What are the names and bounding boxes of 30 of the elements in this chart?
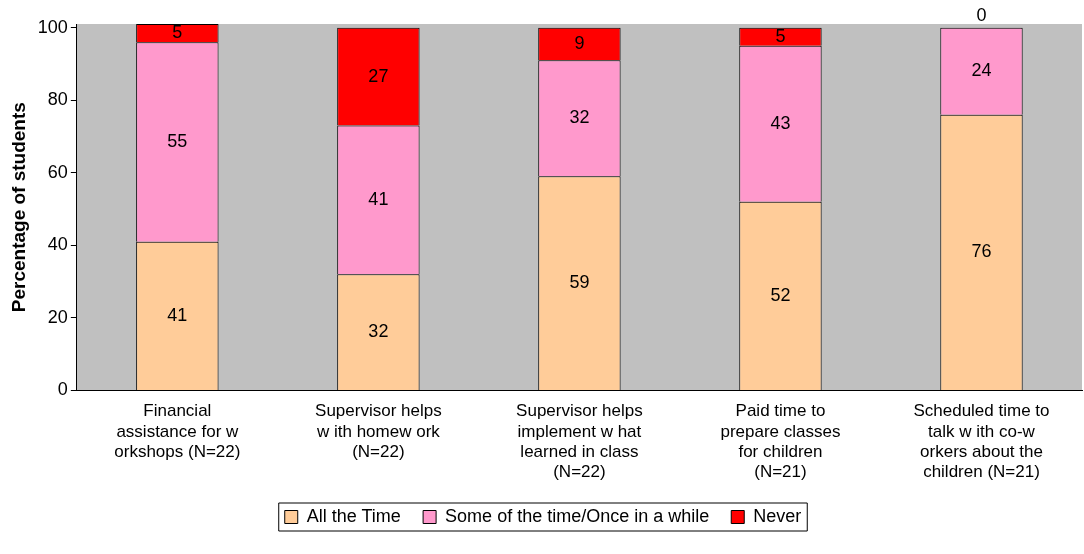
data-label: 32 [368, 321, 389, 342]
x-tick-label: Paid time to prepare classes for children (N=21) [720, 401, 841, 482]
data-label: 52 [770, 284, 791, 305]
x-tick-label: Financial assistance for w orkshops (N=22) [114, 401, 241, 462]
data-label: 9 [574, 32, 585, 53]
data-label: 32 [569, 107, 590, 128]
y-axis-title: Percentage of students [7, 102, 29, 313]
data-label: 27 [368, 65, 389, 86]
data-label: 59 [569, 272, 590, 293]
y-tick-label: 80 [47, 89, 68, 110]
data-label: 41 [167, 304, 188, 325]
data-label: 76 [971, 241, 992, 262]
y-tick-label: 0 [57, 379, 68, 400]
legend-label: All the Time [306, 505, 401, 526]
data-label: 5 [775, 25, 786, 46]
data-label: 0 [976, 4, 987, 25]
y-tick-label: 40 [47, 234, 68, 255]
legend-label: Never [753, 505, 802, 526]
x-tick-label: Supervisor helps w ith homew ork (N=22) [315, 401, 442, 462]
x-tick-label: Supervisor helps implement w hat learned in class (N=22) [516, 401, 643, 482]
data-label: 55 [167, 130, 188, 151]
y-tick-label: 20 [47, 306, 68, 327]
x-tick-label: Scheduled time to talk w ith co-w orkers about the children (N=21) [913, 401, 1050, 482]
legend-label: Some of the time/Once in a while [445, 505, 710, 526]
y-tick-label: 60 [47, 161, 68, 182]
data-label: 24 [971, 60, 992, 81]
data-label: 43 [770, 112, 791, 133]
data-label: 5 [172, 22, 183, 43]
y-tick-label: 100 [37, 16, 68, 37]
data-label: 41 [368, 188, 389, 209]
